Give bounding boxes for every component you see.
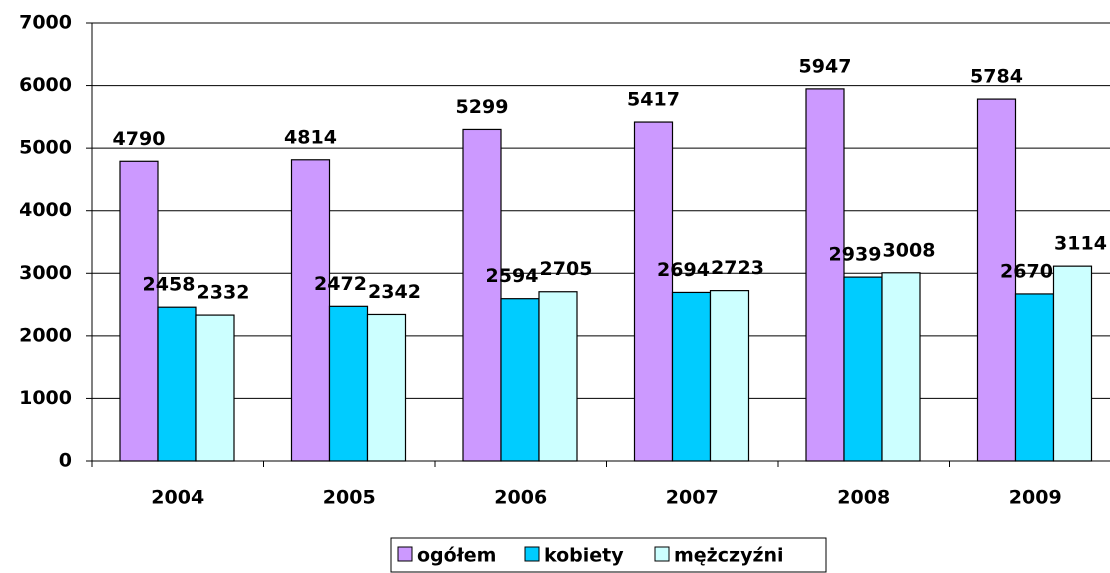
y-tick-label: 2000 — [19, 324, 72, 346]
data-label: 2458 — [143, 274, 196, 296]
data-label: 2694 — [657, 259, 710, 281]
legend-label: kobiety — [544, 545, 624, 567]
bar — [1014, 293, 1055, 462]
bar — [462, 128, 502, 462]
bar — [195, 314, 235, 462]
bar — [633, 121, 674, 462]
y-tick-label: 4000 — [19, 199, 72, 221]
x-tick-label: 2008 — [837, 487, 890, 509]
bar — [881, 272, 921, 462]
data-label: 2342 — [368, 281, 421, 303]
legend-label: ogółem — [417, 545, 496, 567]
data-label: 3008 — [883, 239, 936, 261]
data-label: 5947 — [799, 55, 852, 77]
y-tick-label: 1000 — [19, 387, 72, 409]
bar — [671, 291, 712, 462]
data-label: 2472 — [314, 273, 367, 295]
data-label: 2705 — [540, 258, 593, 280]
x-tick-label: 2006 — [494, 487, 547, 509]
y-tick-label: 6000 — [19, 74, 72, 96]
bar — [843, 276, 883, 462]
legend-box — [390, 537, 827, 573]
x-tick-label: 2004 — [151, 487, 204, 509]
y-tick-label: 0 — [59, 450, 72, 472]
bar — [119, 160, 159, 462]
data-label: 2670 — [1000, 260, 1053, 282]
legend-label: mężczyźni — [674, 545, 784, 567]
data-label: 5784 — [970, 66, 1023, 88]
data-label: 2723 — [711, 257, 764, 279]
data-label: 2594 — [486, 265, 539, 287]
y-tick-label: 5000 — [19, 137, 72, 159]
y-tick-label: 3000 — [19, 262, 72, 284]
data-label: 2939 — [829, 244, 882, 266]
x-tick-label: 2007 — [666, 487, 719, 509]
data-label: 4814 — [284, 126, 337, 148]
legend-swatch — [397, 546, 413, 562]
data-label: 2332 — [197, 282, 250, 304]
x-tick-label: 2005 — [323, 487, 376, 509]
data-label: 5299 — [456, 96, 509, 118]
bar — [709, 290, 750, 462]
data-label: 4790 — [113, 128, 166, 150]
data-label: 3114 — [1054, 233, 1107, 255]
bar — [290, 159, 331, 462]
data-label: 5417 — [627, 89, 680, 111]
legend-swatch — [654, 546, 670, 562]
bar — [976, 98, 1017, 462]
x-tick-label: 2009 — [1009, 487, 1062, 509]
legend-swatch — [524, 546, 540, 562]
y-tick-label: 7000 — [19, 12, 72, 34]
bar — [157, 306, 197, 462]
bar — [1052, 265, 1093, 462]
bar — [805, 88, 845, 462]
bar — [538, 291, 578, 462]
bar — [328, 305, 369, 462]
bar — [366, 313, 407, 462]
bar — [500, 298, 540, 462]
